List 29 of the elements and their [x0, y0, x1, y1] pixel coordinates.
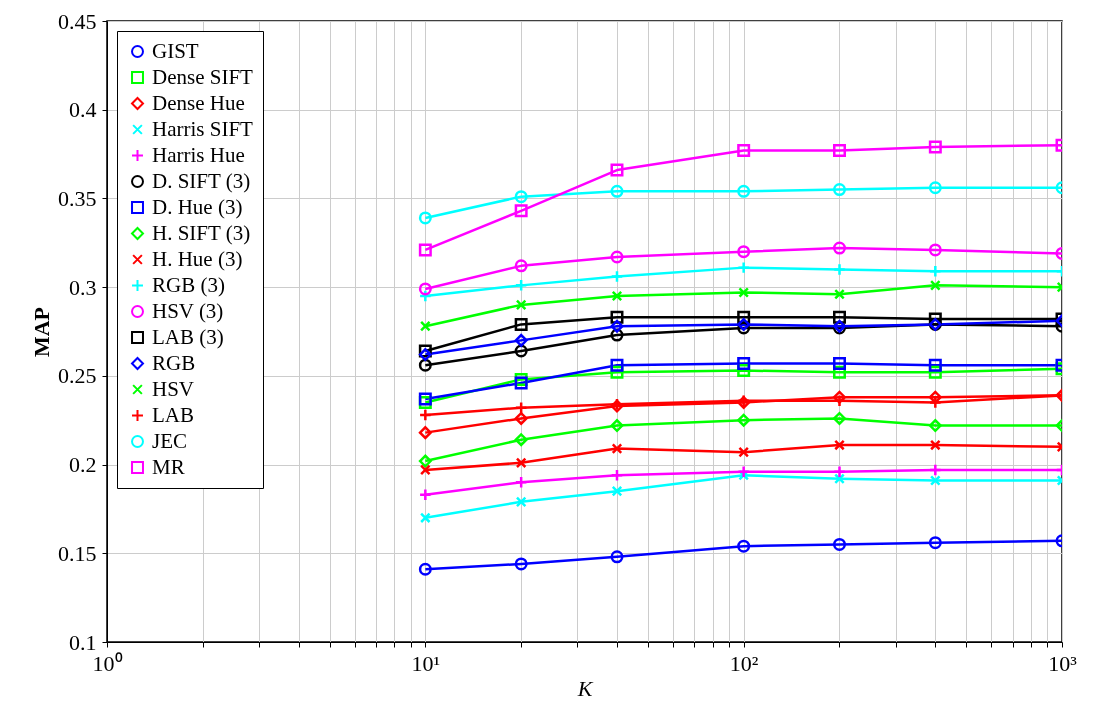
legend-label: Harris SIFT — [152, 116, 254, 141]
legend-label: GIST — [152, 38, 199, 63]
legend-label: JEC — [152, 428, 188, 453]
legend-label: Harris Hue — [152, 142, 245, 167]
x-tick-label: 10³ — [1048, 650, 1078, 676]
x-axis-title: K — [576, 675, 594, 701]
y-axis-title: MAP — [29, 306, 54, 358]
legend-label: RGB (3) — [152, 272, 225, 297]
x-tick-label: 10² — [729, 650, 759, 676]
y-tick-label: 0.35 — [58, 185, 97, 211]
legend-label: Dense SIFT — [152, 64, 254, 89]
legend-label: HSV — [152, 376, 195, 401]
legend-label: LAB — [152, 402, 194, 427]
y-tick-label: 0.45 — [58, 8, 97, 34]
legend-label: MR — [152, 454, 185, 479]
legend-label: D. Hue (3) — [152, 194, 243, 219]
legend-label: HSV (3) — [152, 298, 224, 323]
legend-label: D. SIFT (3) — [152, 168, 251, 193]
y-tick-label: 0.4 — [69, 97, 97, 123]
legend-label: H. SIFT (3) — [152, 220, 251, 245]
y-tick-label: 0.3 — [69, 274, 97, 300]
y-tick-label: 0.25 — [58, 363, 97, 389]
legend-label: RGB — [152, 350, 196, 375]
y-tick-label: 0.15 — [58, 540, 97, 566]
x-tick-label: 10¹ — [411, 650, 441, 676]
y-tick-label: 0.2 — [69, 452, 97, 478]
legend-label: H. Hue (3) — [152, 246, 243, 271]
legend-label: Dense Hue — [152, 90, 245, 115]
legend-label: LAB (3) — [152, 324, 224, 349]
